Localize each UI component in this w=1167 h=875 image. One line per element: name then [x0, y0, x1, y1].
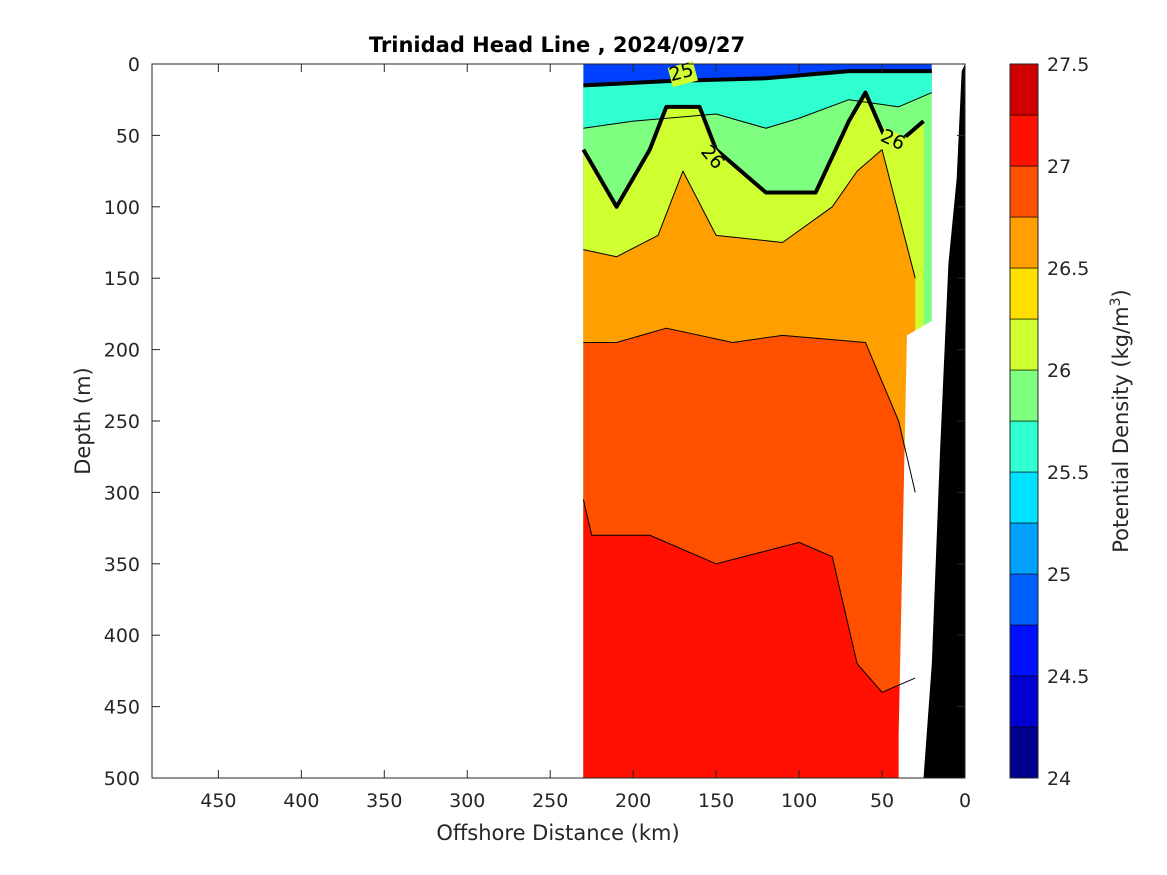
colorbar-tick-label: 27.5: [1047, 54, 1089, 76]
colorbar-tick-label: 27: [1047, 156, 1071, 178]
colorbar-swatch: [1009, 369, 1039, 422]
y-tick-label: 0: [128, 54, 140, 76]
colorbar: [1009, 63, 1039, 779]
colorbar-swatch: [1009, 522, 1039, 575]
colorbar-swatch: [1009, 63, 1039, 116]
colorbar-swatch: [1009, 114, 1039, 167]
contour-line: [583, 69, 932, 88]
contour-label-bg: [695, 142, 728, 176]
colorbar-swatch: [1009, 471, 1039, 524]
colorbar-swatch: [1009, 165, 1039, 218]
colorbar-tick-label: 25: [1047, 564, 1071, 586]
contour-label-bg: [876, 127, 909, 157]
x-tick-label: 400: [283, 790, 319, 812]
contour-line: [583, 92, 933, 129]
x-tick-label: 100: [781, 790, 817, 812]
colorbar-tick-label: 26: [1047, 360, 1071, 382]
y-tick-label: 250: [104, 411, 140, 433]
colorbar-swatch: [1009, 318, 1039, 371]
y-tick-label: 100: [104, 197, 140, 219]
contour-label-bg: [667, 61, 699, 88]
y-tick-label: 50: [116, 125, 140, 147]
y-tick-label: 350: [104, 554, 140, 576]
contour-line: [583, 149, 916, 279]
seafloor: [923, 64, 965, 778]
colorbar-tick-label: 24: [1047, 768, 1071, 790]
x-tick-label: 450: [200, 790, 236, 812]
colorbar-frame: [1009, 63, 1039, 779]
y-tick-label: 400: [104, 625, 140, 647]
colorbar-ticks: 24 24.5 25 25.5 26 26.5 27 27.5: [1047, 54, 1089, 790]
colorbar-swatch: [1009, 420, 1039, 473]
colorbar-tick-label: 25.5: [1047, 462, 1089, 484]
x-tick-label: 50: [870, 790, 894, 812]
bathymetry: [923, 64, 965, 778]
x-axis: 450 400 350 300 250 200 150 100 50 0: [200, 64, 971, 812]
contour-lines: [581, 69, 933, 693]
contour-line: [582, 499, 916, 693]
y-axis-label: Depth (m): [71, 367, 95, 474]
x-tick-label: 0: [959, 790, 971, 812]
colorbar-swatch: [1009, 573, 1039, 626]
y-tick-label: 500: [104, 768, 140, 790]
colorbar-swatch: [1009, 267, 1039, 320]
x-tick-label: 300: [449, 790, 485, 812]
colorbar-swatch: [1009, 624, 1039, 677]
x-tick-label: 150: [698, 790, 734, 812]
colorbar-swatch: [1009, 216, 1039, 269]
x-tick-label: 200: [615, 790, 651, 812]
contour-line: [581, 90, 925, 209]
y-axis: 0 50 100 150 200 250 300 350 400 450 500: [104, 54, 965, 790]
density-bands: [583, 64, 965, 778]
colorbar-tick-label: 26.5: [1047, 258, 1089, 280]
colorbar-label: Potential Density (kg/m3): [1108, 289, 1133, 553]
x-tick-label: 250: [532, 790, 568, 812]
y-tick-label: 150: [104, 268, 140, 290]
y-tick-label: 200: [104, 340, 140, 362]
colorbar-swatch: [1009, 726, 1039, 779]
y-tick-label: 300: [104, 482, 140, 504]
chart-title: Trinidad Head Line , 2024/09/27: [369, 33, 745, 57]
colorbar-swatch: [1009, 675, 1039, 728]
contour-line: [583, 327, 916, 493]
x-axis-label: Offshore Distance (km): [436, 821, 679, 845]
density-band: [583, 499, 916, 778]
y-tick-label: 450: [104, 697, 140, 719]
colorbar-tick-label: 24.5: [1047, 666, 1089, 688]
x-tick-label: 350: [366, 790, 402, 812]
